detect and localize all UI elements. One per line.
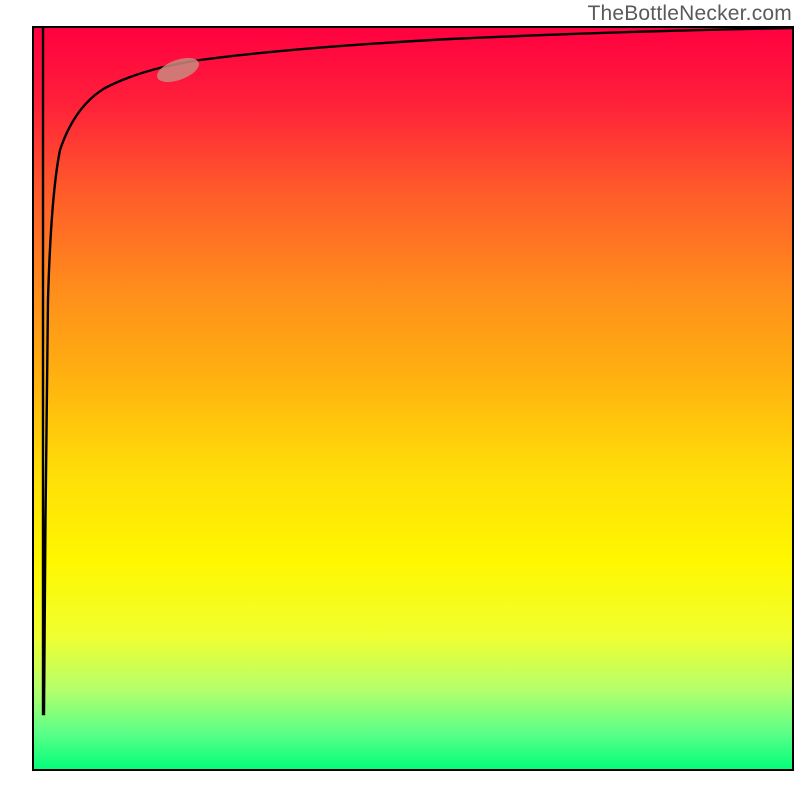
plot-area xyxy=(33,27,793,770)
chart-canvas xyxy=(0,0,800,800)
heat-gradient-fill xyxy=(33,27,793,770)
watermark-text: TheBottleNecker.com xyxy=(587,2,792,26)
bottleneck-chart: TheBottleNecker.com xyxy=(0,0,800,800)
